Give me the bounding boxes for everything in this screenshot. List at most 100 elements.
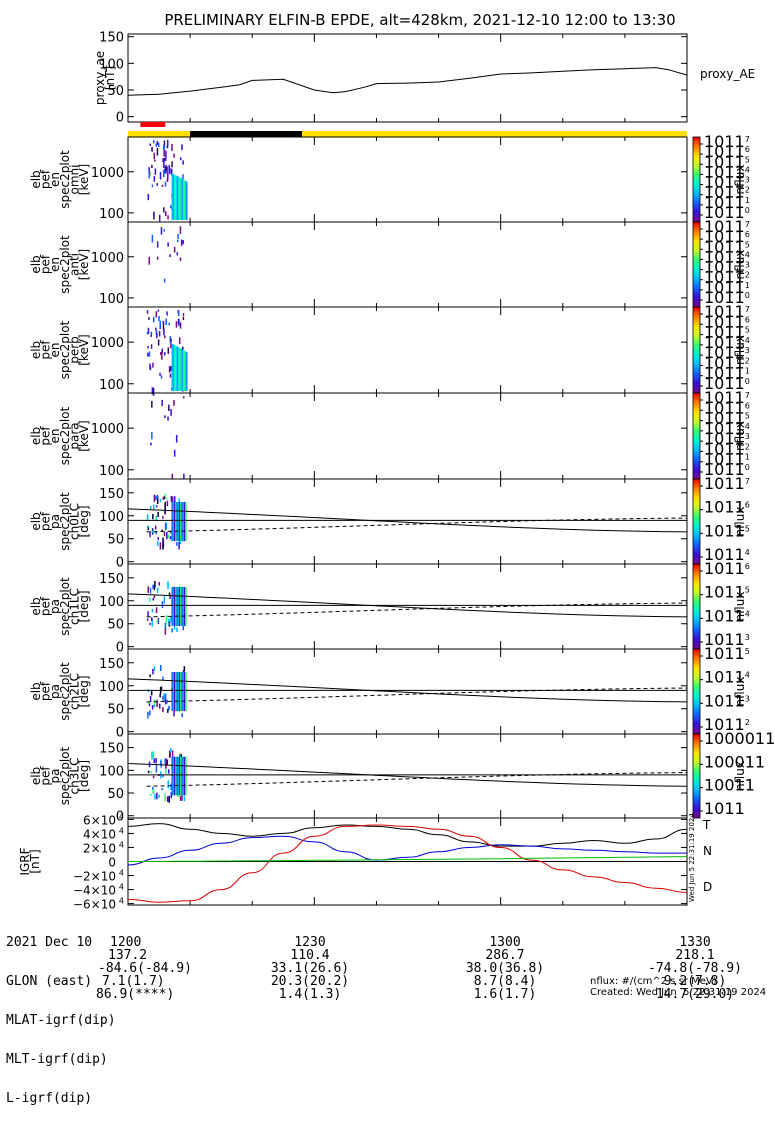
elb_pef_en_spec2plot_perp-pixel (157, 309, 160, 312)
elb_pef_en_spec2plot_perp-pixel (168, 366, 171, 373)
elb_pef_pa_spec2plot_ch0LC-band (183, 501, 186, 542)
elb_pef_en_spec2plot_anti-pixel (176, 252, 179, 256)
elb_pef_pa_spec2plot_ch3LC-pixel (169, 748, 172, 753)
ylabel-line: elb (29, 341, 43, 359)
elb_pef_pa_spec2plot_ch2LC-pixel (159, 693, 161, 698)
elb_pef_pa_spec2plot_ch2LC-pixel (153, 666, 156, 671)
elb_pef_en_spec2plot_omni-band (174, 175, 177, 220)
elb_pef_en_spec2plot_omni-pixel (164, 166, 166, 174)
elb_pef_pa_spec2plot_ch1LC-band (178, 586, 181, 627)
elb_pef_pa_spec2plot_ch0LC-pixel (173, 496, 176, 504)
elb_pef_en_spec2plot_omni-pixel (156, 140, 159, 146)
elb_pef_en_spec2plot_omni-pixel (152, 213, 155, 216)
elb_pef_en_spec2plot_omni-pixel (163, 140, 166, 146)
elb_pef_en_spec2plot_perp-pixel (151, 387, 154, 395)
elb_pef_pa_spec2plot_ch1LC-antilosscone-line (146, 602, 688, 618)
elb_pef_en_spec2plot_anti-pixel (179, 226, 182, 234)
elb_pef_en_spec2plot_omni-pixel (165, 150, 167, 159)
svg-text:10115: 10115 (704, 521, 750, 540)
svg-text:10117: 10117 (704, 132, 750, 151)
elb_pef_en_spec2plot_perp-pixel (159, 372, 161, 376)
elb_pef_en_spec2plot_perp-pixel (182, 313, 185, 317)
elb_pef_pa_spec2plot_ch0LC-pixel (178, 498, 180, 506)
elb_pef_en_spec2plot_omni-pixel (147, 193, 150, 201)
ylabel-line: IGRF (18, 847, 32, 875)
igrf-ytick-label: 2×10 (83, 841, 116, 855)
elb_pef_pa_spec2plot_ch0LC-pixel (154, 525, 157, 530)
svg-text:10112: 10112 (704, 183, 750, 202)
elb_pef_pa_spec2plot_ch0LC-pixel (165, 497, 168, 500)
ylabel-line: anti (67, 253, 81, 276)
elb_pef_pa_spec2plot_ch2LC-ytick-label: 50 (107, 703, 124, 718)
elb_pef_pa_spec2plot_ch3LC-pixel (162, 775, 164, 778)
igrf-legend-d: D (703, 880, 712, 894)
elb_pef_pa_spec2plot_ch3LC-band (176, 756, 178, 796)
elb_pef_pa_spec2plot_ch1LC-ytick-label: 150 (99, 572, 124, 587)
elb_pef_pa_spec2plot_ch3LC-pixel (158, 794, 160, 798)
elb_pef_pa_spec2plot_ch2LC-pixel (162, 707, 164, 713)
elb_pef_pa_spec2plot_ch2LC-pixel (148, 703, 151, 707)
elb_pef_pa_spec2plot_ch3LC-losscone-line (127, 763, 688, 787)
svg-text:10116: 10116 (704, 559, 750, 578)
elb_pef_pa_spec2plot_ch2LC-colorbar-title: nflux (733, 677, 747, 707)
elb_pef_en_spec2plot_perp-pixel (169, 373, 172, 378)
elb_pef_pa_spec2plot_ch1LC-pixel (171, 628, 173, 633)
elb_pef_en_spec2plot_perp-band (186, 352, 188, 391)
svg-text:10111: 10111 (704, 278, 750, 297)
elb_pef_pa_spec2plot_ch3LC-band (171, 756, 173, 796)
ylabel-line: elb (29, 170, 43, 188)
elb_pef_pa_spec2plot_ch2LC-pixel (149, 695, 152, 702)
elb_pef_pa_spec2plot_ch2LC-pixel (168, 706, 170, 711)
elb_pef_en_spec2plot_omni-pixel (182, 174, 184, 180)
elb_pef_en_spec2plot_perp-colorbar-title: nflux (733, 335, 747, 365)
elb_pef_pa_spec2plot_ch0LC-pixel (155, 517, 157, 520)
elb_pef_pa_spec2plot_ch0LC-pixel (162, 496, 165, 500)
elb_pef_pa_spec2plot_ch3LC-pixel (164, 793, 166, 802)
elb_pef_en_spec2plot_perp-colorbar (692, 306, 701, 394)
elb_pef_pa_spec2plot_ch0LC-colorbar (692, 478, 701, 565)
svg-text:10113: 10113 (704, 429, 750, 448)
elb_pef_en_spec2plot_omni-band (171, 173, 173, 220)
elb_pef_en_spec2plot_omni-pixel (148, 170, 151, 179)
elb_pef_pa_spec2plot_ch2LC-pixel (162, 695, 164, 701)
elb_pef_pa_spec2plot_ch0LC-band (171, 501, 173, 542)
ylabel-line: [keV] (77, 164, 91, 195)
elb_pef_pa_spec2plot_ch0LC-ytick-label: 100 (99, 510, 124, 525)
ylabel-line: pef (39, 169, 53, 189)
elb_pef_pa_spec2plot_ch0LC-pixel (157, 540, 159, 546)
side-timestamp-text: Wed Jun 5 22:31:19 2024 (688, 813, 696, 902)
elb_pef_pa_spec2plot_ch0LC-band (172, 501, 175, 542)
proxy-ae-ytick-label: 100 (99, 57, 124, 72)
elb_pef_en_spec2plot_para-pixel (170, 409, 172, 416)
elb_pef_en_spec2plot_perp-pixel (148, 317, 150, 320)
elb_pef_en_spec2plot_omni-pixel (166, 178, 169, 182)
footer-label-date: 2021 Dec 10 (6, 935, 93, 950)
elb_pef_en_spec2plot_para-pixel (161, 399, 163, 407)
elb_pef_en_spec2plot_para-colorbar (692, 392, 701, 480)
ylabel-line: elb (29, 767, 43, 785)
elb_pef_en_spec2plot_perp-pixel (177, 311, 180, 317)
elb_pef_en_spec2plot_anti-pixel (182, 240, 184, 245)
elb_pef_pa_spec2plot_ch2LC-band (182, 671, 185, 712)
elb_pef_en_spec2plot_perp-pixel (162, 320, 165, 324)
elb_pef_pa_spec2plot_ch3LC-pixel (153, 758, 155, 764)
ylabel-line: [keV] (77, 420, 91, 451)
elb_pef_en_spec2plot_anti-pixel (177, 233, 179, 240)
elb_pef_en_spec2plot_para-pixel (173, 399, 175, 406)
elb_pef_pa_spec2plot_ch3LC-pixel (152, 751, 155, 759)
elb_pef_pa_spec2plot_ch1LC-pixel (155, 607, 158, 614)
elb_pef_pa_spec2plot_ch0LC-band (185, 501, 187, 542)
elb_pef_en_spec2plot_omni-pixel (148, 167, 150, 173)
elb_pef_pa_spec2plot_ch1LC-pixel (165, 615, 168, 622)
elb_pef_pa_spec2plot_ch1LC-pixel (149, 597, 151, 603)
elb_pef_pa_spec2plot_ch0LC-pixel (167, 534, 170, 538)
elb_pef_pa_spec2plot_ch1LC-band (173, 586, 176, 627)
igrf-ytick-exponent: 4 (119, 869, 124, 878)
elb_pef_en_spec2plot_para-pixel (168, 404, 170, 411)
elb_pef_pa_spec2plot_ch0LC-pixel (166, 500, 169, 507)
elb_pef_pa_spec2plot_ch0LC-pixel (179, 540, 182, 545)
elb_pef_pa_spec2plot_ch3LC-band (173, 756, 176, 796)
elb_pef_en_spec2plot_perp-pixel (162, 322, 165, 330)
elb_pef_en_spec2plot_perp-pixel (160, 352, 162, 356)
